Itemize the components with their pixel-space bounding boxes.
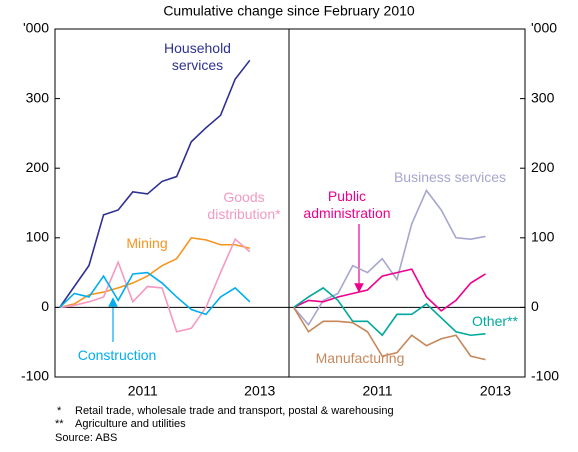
footnote-mark: * [57, 405, 62, 417]
footnote: Agriculture and utilities [75, 418, 186, 430]
y-tick-label: '000 [23, 20, 49, 36]
series-label: Construction [77, 347, 157, 363]
footnote-mark: ** [55, 418, 64, 430]
series-label: Mining [126, 235, 168, 251]
y-tick-label: 200 [531, 159, 555, 175]
y-tick-label: 100 [531, 229, 555, 245]
x-tick-label: 2011 [362, 383, 392, 399]
y-tick-label: 300 [531, 89, 555, 105]
series-line [293, 286, 486, 337]
series-line [59, 237, 251, 333]
y-tick-label: 100 [26, 229, 50, 245]
x-tick-label: 2013 [480, 383, 511, 399]
series-line [59, 271, 251, 316]
series-label: Goods distribution* [207, 189, 281, 222]
series-label: Public administration [303, 188, 391, 221]
series-line [293, 268, 486, 312]
x-tick-label: 2011 [128, 383, 158, 399]
y-tick-label: 200 [26, 159, 50, 175]
series-label: Household services [164, 40, 231, 73]
plot-frame [288, 28, 526, 378]
y-tick-label: 0 [41, 298, 49, 314]
series-line [293, 188, 486, 327]
source: Source: ABS [55, 432, 117, 444]
y-tick-label: -100 [531, 368, 559, 384]
y-tick-label: 0 [531, 298, 539, 314]
series-label: Manufacturing [315, 350, 405, 366]
footnote: Retail trade, wholesale trade and transp… [75, 405, 394, 417]
series-label: Other** [472, 313, 518, 329]
x-tick-label: 2013 [244, 383, 275, 399]
y-tick-label: '000 [531, 20, 557, 36]
y-tick-label: 300 [26, 89, 50, 105]
series-label: Business services [393, 169, 507, 185]
y-tick-label: -100 [21, 368, 49, 384]
chart-title: Cumulative change since February 2010 [163, 3, 415, 19]
series-line [293, 306, 486, 361]
series-line [59, 59, 251, 308]
